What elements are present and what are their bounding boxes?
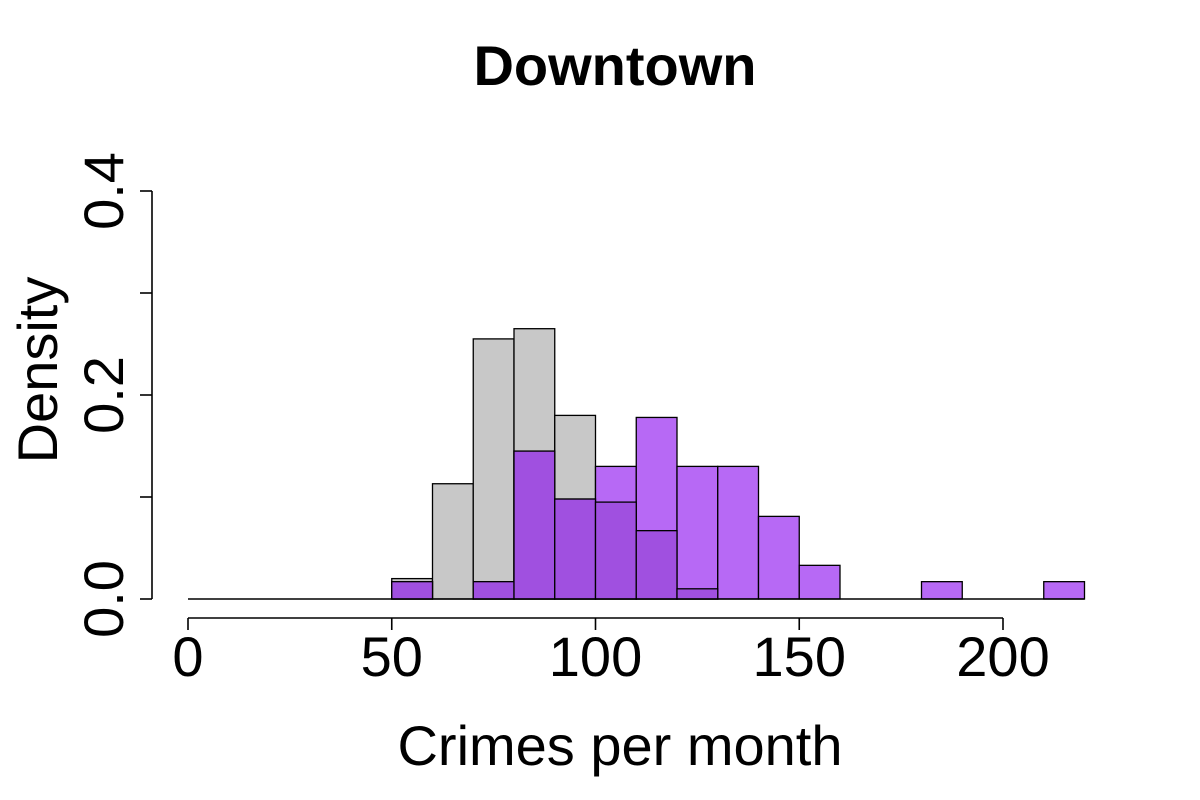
axes-group: 0 50 100 150 200 0.0 0.2 0.4 bbox=[72, 152, 1085, 688]
bar-purple-140-150 bbox=[757, 515, 800, 600]
bar-gray-60-70 bbox=[431, 483, 474, 600]
bar-purple-210-220 bbox=[1043, 581, 1086, 600]
x-axis-label: Crimes per month bbox=[397, 714, 842, 777]
bar-purple-120-130 bbox=[676, 465, 719, 600]
y-tick-label-0.2: 0.2 bbox=[72, 356, 135, 434]
x-tick-label-100: 100 bbox=[549, 625, 642, 688]
bar-overlap-110-120 bbox=[635, 530, 678, 600]
x-tick-label-200: 200 bbox=[956, 625, 1049, 688]
x-tick-label-50: 50 bbox=[361, 625, 423, 688]
bars-group bbox=[391, 328, 1086, 600]
chart-title: Downtown bbox=[473, 34, 756, 97]
y-tick-label-0.4: 0.4 bbox=[72, 152, 135, 230]
bar-overlap-70-80 bbox=[472, 581, 515, 600]
x-tick-label-0: 0 bbox=[172, 625, 203, 688]
bar-overlap-120-130 bbox=[676, 588, 719, 600]
bar-overlap-50-60 bbox=[391, 581, 434, 600]
bar-overlap-90-100 bbox=[554, 498, 597, 600]
bar-purple-150-160 bbox=[798, 564, 841, 600]
bar-purple-180-190 bbox=[920, 581, 963, 600]
bar-purple-130-140 bbox=[717, 465, 760, 600]
y-axis-label: Density bbox=[6, 277, 69, 464]
bar-gray-70-80 bbox=[472, 338, 515, 600]
x-tick-label-150: 150 bbox=[753, 625, 846, 688]
y-tick-label-0: 0.0 bbox=[72, 560, 135, 638]
bar-overlap-80-90 bbox=[513, 450, 556, 600]
bar-overlap-100-110 bbox=[594, 501, 637, 600]
